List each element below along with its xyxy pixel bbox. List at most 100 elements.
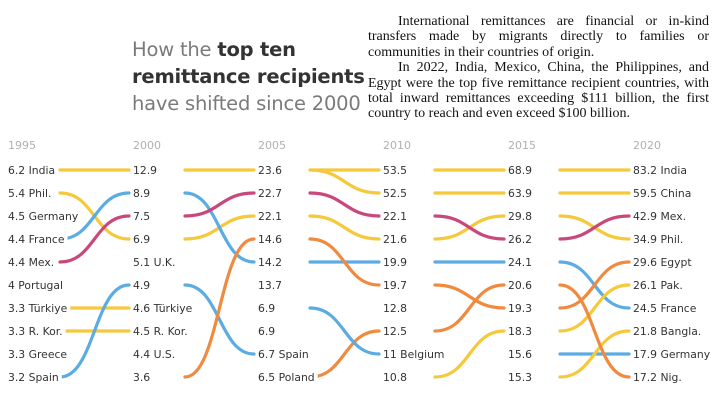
title-bold: top ten remittance recipients	[132, 38, 365, 88]
label-backdrop	[506, 254, 536, 270]
year-label-2020: 2020	[633, 139, 661, 152]
label-backdrop	[506, 369, 536, 385]
label-backdrop	[506, 162, 536, 178]
value-label: 6.9	[258, 302, 275, 315]
label-backdrop	[631, 277, 686, 293]
value-label: 26.2	[508, 233, 532, 246]
label-backdrop	[631, 300, 700, 316]
label-backdrop	[381, 185, 411, 201]
title-text-1: How the	[132, 38, 218, 61]
label-backdrop	[6, 277, 67, 293]
value-label: 19.9	[383, 256, 407, 269]
label-backdrop	[6, 162, 59, 178]
label-backdrop	[256, 277, 286, 293]
value-label: 4 Portugal	[8, 279, 63, 292]
label-backdrop	[131, 231, 154, 247]
value-label: 15.3	[508, 371, 532, 384]
value-label: 4.5 R. Kor.	[133, 325, 188, 338]
value-label: 6.2 India	[8, 164, 55, 177]
label-backdrop	[131, 346, 179, 362]
value-label: 22.1	[258, 210, 282, 223]
series-line-nig	[308, 283, 631, 379]
series-line-mex	[58, 191, 631, 264]
series-line-bangla	[558, 329, 631, 379]
value-label: 21.8 Bangla.	[633, 325, 701, 338]
label-backdrop	[131, 162, 161, 178]
value-label: 6.9	[133, 233, 150, 246]
value-label: 22.1	[383, 210, 407, 223]
label-backdrop	[256, 346, 312, 362]
value-label: 12.5	[383, 325, 407, 338]
value-label: 34.9 Phil.	[633, 233, 683, 246]
label-backdrop	[631, 185, 695, 201]
label-backdrop	[631, 254, 695, 270]
value-label: 63.9	[508, 187, 532, 200]
label-backdrop	[6, 208, 82, 224]
value-label: 17.9 Germany	[633, 348, 711, 361]
label-backdrop	[506, 323, 536, 339]
value-label: 24.5 France	[633, 302, 697, 315]
label-backdrop	[131, 277, 154, 293]
value-label: 11 Belgium	[383, 348, 444, 361]
label-backdrop	[256, 185, 286, 201]
value-label: 26.1 Pak.	[633, 279, 683, 292]
value-label: 53.5	[383, 164, 407, 177]
label-backdrop	[506, 208, 536, 224]
value-label: 18.3	[508, 325, 532, 338]
value-label: 42.9 Mex.	[633, 210, 686, 223]
value-label: 3.2 Spain	[8, 371, 59, 384]
label-backdrop	[256, 162, 286, 178]
chart-title: How the top ten remittance recipients ha…	[132, 36, 372, 117]
value-label: 6.5 Poland	[258, 371, 315, 384]
label-backdrop	[506, 185, 536, 201]
label-backdrop	[256, 254, 286, 270]
value-label: 7.5	[133, 210, 150, 223]
value-label: 3.3 R. Kor.	[8, 325, 63, 338]
value-label: 83.2 India	[633, 164, 687, 177]
value-label: 15.6	[508, 348, 532, 361]
value-label: 14.6	[258, 233, 282, 246]
value-label: 22.7	[258, 187, 282, 200]
value-label: 12.9	[133, 164, 157, 177]
series-line-china	[308, 168, 631, 195]
value-label: 4.4 Mex.	[8, 256, 54, 269]
label-backdrop	[506, 300, 536, 316]
series-line-egypt	[183, 237, 631, 379]
value-label: 4.6 Türkiye	[133, 302, 193, 315]
label-backdrop	[506, 346, 536, 362]
value-label: 21.6	[383, 233, 407, 246]
label-backdrop	[131, 208, 154, 224]
value-label: 4.9	[133, 279, 150, 292]
label-backdrop	[256, 300, 279, 316]
value-label: 3.3 Greece	[8, 348, 67, 361]
value-label: 12.8	[383, 302, 407, 315]
label-backdrop	[381, 346, 448, 362]
year-label-2015: 2015	[508, 139, 536, 152]
label-backdrop	[6, 369, 62, 385]
label-backdrop	[381, 277, 411, 293]
label-backdrop	[631, 231, 687, 247]
label-backdrop	[381, 231, 411, 247]
label-backdrop	[131, 323, 191, 339]
year-label-2010: 2010	[383, 139, 411, 152]
value-label: 14.2	[258, 256, 282, 269]
label-backdrop	[6, 346, 71, 362]
series-line-pak	[433, 283, 631, 379]
label-backdrop	[131, 300, 196, 316]
label-backdrop	[631, 162, 690, 178]
label-backdrop	[381, 208, 411, 224]
label-backdrop	[381, 254, 411, 270]
label-backdrop	[256, 323, 279, 339]
value-label: 68.9	[508, 164, 532, 177]
label-backdrop	[381, 323, 411, 339]
value-label: 5.1 U.K.	[133, 256, 175, 269]
intro-text: International remittances are financial …	[368, 14, 709, 122]
value-label: 59.5 China	[633, 187, 691, 200]
value-label: 4.4 France	[8, 233, 65, 246]
value-label: 10.8	[383, 371, 407, 384]
value-label: 4.5 Germany	[8, 210, 79, 223]
value-label: 8.9	[133, 187, 150, 200]
label-backdrop	[256, 231, 286, 247]
label-backdrop	[631, 208, 690, 224]
